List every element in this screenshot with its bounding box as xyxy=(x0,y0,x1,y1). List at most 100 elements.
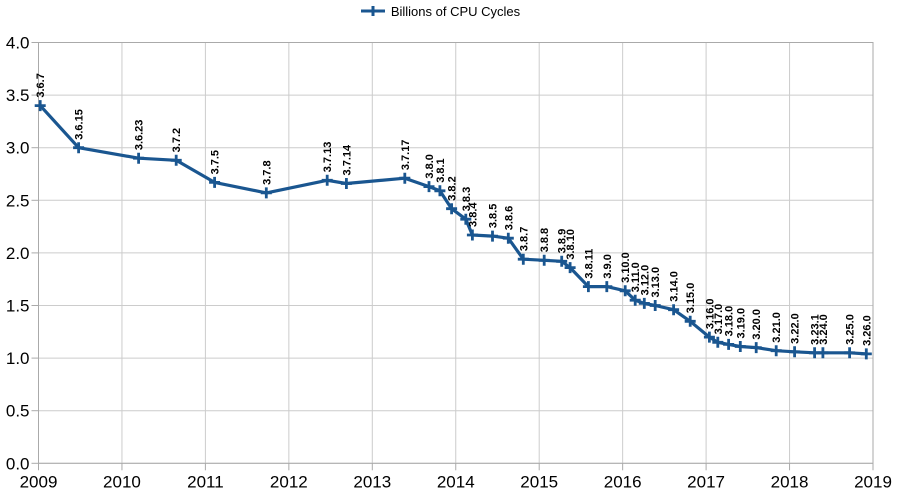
data-point-marker xyxy=(446,203,458,215)
x-axis-tick-label: 2009 xyxy=(20,472,58,491)
x-axis-tick-label: 2015 xyxy=(520,472,558,491)
data-point-label: 3.6.7 xyxy=(35,73,47,97)
data-point-label: 3.8.2 xyxy=(447,176,459,200)
data-point-label: 3.8.5 xyxy=(487,204,499,228)
data-point-marker xyxy=(844,347,856,359)
data-point-marker xyxy=(73,142,85,154)
data-point-label: 3.7.2 xyxy=(171,128,183,152)
plot-frame xyxy=(38,42,874,464)
data-point-label: 3.26.0 xyxy=(861,315,873,346)
data-point-marker xyxy=(712,336,724,348)
data-point-label: 3.17.0 xyxy=(713,304,725,335)
y-axis-tick-label: 0.0 xyxy=(6,454,30,473)
data-point-marker xyxy=(556,255,568,267)
data-point-marker xyxy=(209,176,221,188)
x-axis-tick-label: 2018 xyxy=(771,472,809,491)
data-point-label: 3.16.0 xyxy=(704,298,716,329)
data-point-marker xyxy=(638,297,650,309)
chart-legend: Billions of CPU Cycles xyxy=(0,3,880,19)
y-axis-tick-label: 2.5 xyxy=(6,191,30,210)
data-point-label: 3.7.14 xyxy=(341,144,353,175)
data-point-label: 3.7.13 xyxy=(322,142,334,173)
data-point-label: 3.12.0 xyxy=(639,265,651,296)
y-axis-tick-label: 3.0 xyxy=(6,139,30,158)
data-point-marker xyxy=(170,154,182,166)
data-point-marker xyxy=(734,341,746,352)
data-point-label: 3.23.1 xyxy=(810,314,822,345)
data-point-marker xyxy=(750,342,762,354)
data-point-label: 3.19.0 xyxy=(735,308,747,339)
data-point-marker xyxy=(619,285,631,297)
y-axis-tick-label: 1.5 xyxy=(6,297,30,316)
x-axis-tick-label: 2014 xyxy=(437,472,475,491)
data-point-label: 3.8.10 xyxy=(565,229,577,260)
data-point-label: 3.8.6 xyxy=(503,206,515,230)
data-point-label: 3.7.8 xyxy=(261,160,273,184)
data-point-label: 3.9.0 xyxy=(602,254,614,278)
data-point-label: 3.24.0 xyxy=(818,314,830,345)
data-point-marker xyxy=(340,178,352,189)
data-point-marker xyxy=(649,300,661,311)
data-point-marker xyxy=(582,281,594,293)
data-point-marker xyxy=(321,174,333,186)
data-point-label: 3.20.0 xyxy=(751,309,763,340)
data-point-marker xyxy=(434,185,446,197)
data-point-label: 3.14.0 xyxy=(669,271,681,302)
data-point-label: 3.18.0 xyxy=(724,306,736,337)
x-axis-tick-label: 2012 xyxy=(270,472,308,491)
y-axis-tick-label: 3.5 xyxy=(6,86,30,105)
data-point-marker xyxy=(133,152,145,164)
data-point-label: 3.8.9 xyxy=(557,229,569,253)
data-point-marker xyxy=(466,229,478,241)
x-axis-tick-label: 2017 xyxy=(687,472,725,491)
data-point-label: 3.8.7 xyxy=(518,227,530,251)
data-point-label: 3.8.4 xyxy=(467,202,479,227)
data-point-label: 3.22.0 xyxy=(790,313,802,344)
y-axis-tick-label: 0.5 xyxy=(6,402,30,421)
data-point-label: 3.10.0 xyxy=(620,252,632,283)
data-point-label: 3.6.15 xyxy=(74,109,86,140)
data-point-label: 3.13.0 xyxy=(650,267,662,298)
data-point-marker xyxy=(723,338,735,350)
data-point-marker xyxy=(668,304,680,316)
data-point-label: 3.21.0 xyxy=(771,312,783,343)
data-point-marker xyxy=(502,232,514,244)
data-point-marker xyxy=(399,172,411,184)
data-point-marker xyxy=(487,230,498,242)
x-axis-tick-label: 2010 xyxy=(103,472,141,491)
x-axis-tick-label: 2016 xyxy=(604,472,642,491)
x-axis-tick-label: 2019 xyxy=(854,472,892,491)
legend-line-marker-icon xyxy=(360,6,385,16)
x-axis-tick-label: 2011 xyxy=(187,472,224,491)
data-point-label: 3.8.11 xyxy=(583,249,595,279)
data-point-marker xyxy=(684,315,696,327)
data-point-marker xyxy=(817,347,829,359)
data-point-marker xyxy=(260,187,272,199)
y-axis-tick-label: 2.0 xyxy=(6,244,30,263)
data-point-marker xyxy=(564,262,576,274)
data-point-label: 3.8.3 xyxy=(461,187,473,211)
data-point-marker xyxy=(770,345,782,357)
data-point-label: 3.8.1 xyxy=(435,158,447,182)
data-point-marker xyxy=(423,181,435,193)
data-point-label: 3.7.17 xyxy=(400,140,412,171)
data-point-marker xyxy=(460,213,472,225)
data-point-marker xyxy=(517,253,529,265)
data-point-marker xyxy=(538,254,550,266)
data-point-label: 3.6.23 xyxy=(134,120,146,151)
data-point-label: 3.7.5 xyxy=(210,150,222,174)
data-point-label: 3.8.8 xyxy=(539,228,551,252)
data-point-marker xyxy=(34,100,46,112)
legend-label: Billions of CPU Cycles xyxy=(390,3,521,19)
data-point-label: 3.15.0 xyxy=(685,283,697,314)
data-point-marker xyxy=(860,348,872,360)
data-point-label: 3.11.0 xyxy=(630,262,642,292)
data-point-label: 3.25.0 xyxy=(845,314,857,345)
data-point-marker xyxy=(601,281,613,293)
data-point-label: 3.8.0 xyxy=(424,154,436,178)
y-axis-tick-label: 1.0 xyxy=(6,349,30,368)
data-point-marker xyxy=(703,331,715,343)
data-point-marker xyxy=(789,346,801,358)
